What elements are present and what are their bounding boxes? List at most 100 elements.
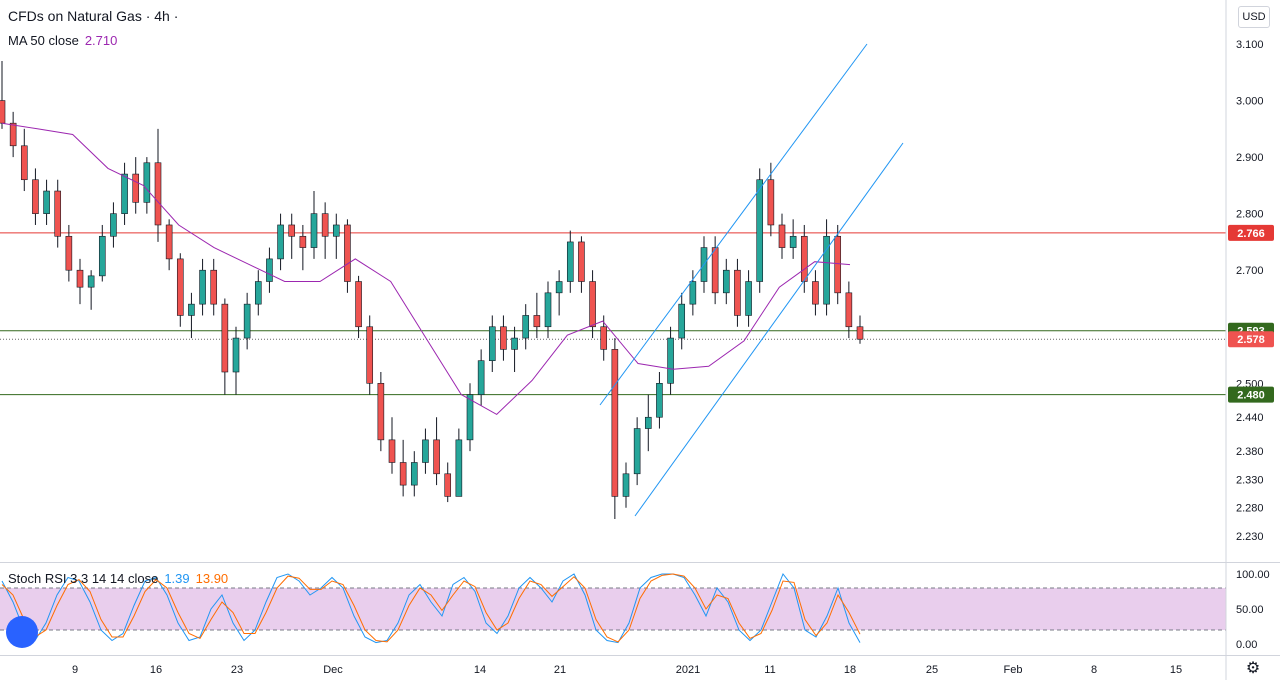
current-price-tag bbox=[1228, 331, 1274, 348]
stoch-k-line bbox=[1, 573, 861, 644]
level-price-tag bbox=[1228, 224, 1274, 241]
candle-body bbox=[600, 326, 608, 350]
price-tick-label: 2.700 bbox=[1236, 265, 1264, 277]
stoch-tick-label: 100.00 bbox=[1236, 569, 1270, 581]
candle-body bbox=[399, 462, 407, 486]
candle-body bbox=[277, 224, 284, 260]
candle-body bbox=[644, 416, 652, 429]
candle-body bbox=[87, 275, 95, 288]
candle-body bbox=[266, 258, 273, 282]
stoch-legend[interactable]: Stoch RSI 3 3 14 14 close 1.39 13.90 bbox=[8, 571, 228, 586]
candle-body bbox=[633, 428, 641, 475]
candle-body bbox=[65, 235, 73, 271]
price-tick-label: 3.100 bbox=[1236, 39, 1264, 51]
candle-body bbox=[165, 224, 173, 260]
stoch-d-line bbox=[1, 573, 861, 643]
candle-body bbox=[500, 326, 507, 350]
ma-value: 2.710 bbox=[84, 33, 118, 48]
channel-upper-line bbox=[599, 43, 868, 406]
stoch-band bbox=[0, 588, 1226, 630]
candle-body bbox=[477, 360, 485, 395]
ma-legend[interactable]: MA 50 close 2.710 bbox=[8, 33, 117, 48]
stoch-label: Stoch RSI 3 3 14 14 close bbox=[8, 571, 159, 586]
level-price-label: 2.766 bbox=[1237, 228, 1265, 240]
candle-body bbox=[533, 315, 541, 328]
candle-body bbox=[121, 173, 128, 214]
candle-body bbox=[856, 326, 864, 340]
candle-body bbox=[221, 303, 229, 373]
candle-body bbox=[667, 337, 674, 384]
candle-body bbox=[800, 235, 808, 282]
candle-body bbox=[344, 224, 351, 282]
date-tick-label: Feb bbox=[1004, 664, 1023, 676]
candle-body bbox=[511, 337, 518, 350]
candle-body bbox=[444, 473, 452, 497]
candle-body bbox=[110, 213, 117, 237]
price-tick-label: 2.800 bbox=[1236, 209, 1264, 221]
candle-body bbox=[321, 213, 329, 237]
candle-body bbox=[355, 281, 362, 328]
channel-lower-line bbox=[634, 142, 904, 517]
tradingview-logo-icon[interactable] bbox=[6, 616, 38, 648]
candle-body bbox=[756, 179, 764, 282]
date-tick-label: 25 bbox=[926, 664, 938, 676]
candle-body bbox=[455, 439, 463, 497]
date-tick-label: 9 bbox=[72, 664, 78, 676]
candle-body bbox=[288, 224, 296, 237]
date-tick-label: 23 bbox=[231, 664, 243, 676]
candle-body bbox=[812, 281, 819, 305]
candle-body bbox=[578, 241, 585, 282]
candle-body bbox=[0, 100, 6, 124]
stoch-d-value: 13.90 bbox=[195, 571, 229, 586]
candle-body bbox=[76, 269, 84, 288]
date-tick-label: Dec bbox=[323, 664, 343, 676]
candle-body bbox=[54, 190, 62, 237]
candle-body bbox=[232, 337, 240, 373]
candle-body bbox=[154, 162, 162, 226]
candle-body bbox=[678, 303, 686, 339]
date-tick-label: 15 bbox=[1170, 664, 1182, 676]
candle-body bbox=[767, 179, 775, 226]
candle-body bbox=[143, 162, 151, 203]
price-tick-label: 2.230 bbox=[1236, 531, 1264, 543]
date-tick-label: 16 bbox=[150, 664, 162, 676]
level-price-label: 2.480 bbox=[1237, 390, 1265, 402]
date-tick-label: 8 bbox=[1091, 664, 1097, 676]
candle-body bbox=[43, 190, 50, 214]
candle-body bbox=[778, 224, 786, 248]
candle-body bbox=[555, 281, 563, 294]
price-tick-label: 2.900 bbox=[1236, 152, 1264, 164]
candle-body bbox=[422, 439, 429, 463]
stoch-rsi-pane[interactable] bbox=[0, 573, 1226, 644]
candle-body bbox=[566, 241, 574, 282]
stoch-tick-label: 0.00 bbox=[1236, 639, 1257, 651]
level-price-tag bbox=[1228, 386, 1274, 403]
candle-body bbox=[410, 462, 418, 486]
symbol-title[interactable]: CFDs on Natural Gas · 4h · bbox=[8, 8, 179, 24]
candle-body bbox=[243, 303, 251, 339]
candle-body bbox=[310, 213, 318, 248]
date-tick-label: 11 bbox=[764, 664, 775, 676]
stoch-tick-label: 50.00 bbox=[1236, 604, 1264, 616]
candle-body bbox=[210, 269, 218, 305]
price-pane[interactable] bbox=[0, 43, 1226, 520]
price-tick-label: 2.380 bbox=[1236, 446, 1264, 458]
candle-body bbox=[299, 235, 307, 248]
candle-body bbox=[9, 122, 17, 147]
stoch-k-value: 1.39 bbox=[164, 571, 190, 586]
candle-body bbox=[188, 303, 195, 316]
candle-body bbox=[722, 269, 730, 294]
candle-body bbox=[845, 292, 853, 328]
candle-body bbox=[656, 383, 663, 418]
settings-gear-icon[interactable]: ⚙ bbox=[1245, 660, 1261, 677]
candle-body bbox=[689, 281, 697, 305]
candle-body bbox=[32, 179, 39, 214]
candle-body bbox=[745, 281, 752, 316]
candle-body bbox=[332, 224, 340, 237]
candle-body bbox=[834, 235, 842, 294]
currency-button[interactable]: USD bbox=[1238, 6, 1270, 28]
candle-body bbox=[388, 439, 396, 463]
date-tick-label: 14 bbox=[474, 664, 486, 676]
